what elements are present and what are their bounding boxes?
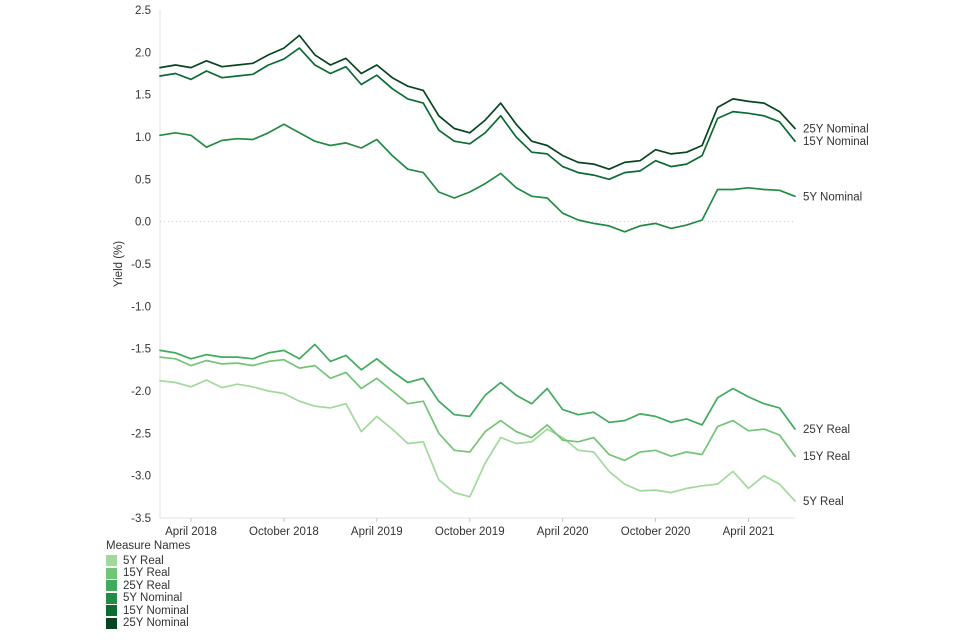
x-tick-label: October 2018 <box>249 526 319 538</box>
series-line-5y-nominal[interactable] <box>159 123 796 233</box>
legend-swatch-icon <box>106 617 117 629</box>
legend-item-label: 25Y Nominal <box>123 617 189 629</box>
series-line-25y-nominal[interactable] <box>159 34 796 171</box>
x-tick-label: April 2019 <box>351 526 403 538</box>
legend-item-label: 5Y Real <box>123 554 164 567</box>
line-end-label-15y-nominal: 15Y Nominal <box>803 136 869 148</box>
line-end-label-5y-real: 5Y Real <box>803 496 844 508</box>
y-tick-label: -3.0 <box>131 471 151 483</box>
legend-swatch-icon <box>106 555 117 566</box>
series-line-15y-real[interactable] <box>159 356 796 462</box>
measure-legend: Measure Names 5Y Real 15Y Real 25Y Real 5Y … <box>106 540 190 630</box>
y-tick-label: 1.0 <box>135 132 151 144</box>
x-tick-label: October 2020 <box>621 526 691 538</box>
legend-title: Measure Names <box>106 540 191 552</box>
x-tick-label: April 2020 <box>537 526 589 538</box>
legend-swatch-icon <box>106 592 117 604</box>
legend-item-25y-real[interactable]: 25Y Real <box>106 579 190 592</box>
y-axis-title: Yield (%) <box>113 241 125 287</box>
legend-item-label: 5Y Nominal <box>123 592 183 604</box>
y-tick-label: 1.5 <box>135 90 151 102</box>
line-end-label-5y-nominal: 5Y Nominal <box>803 191 862 203</box>
legend-item-label: 25Y Real <box>123 579 171 592</box>
legend-swatch-icon <box>106 567 117 579</box>
line-end-label-15y-real: 15Y Real <box>803 451 850 463</box>
line-end-label-25y-nominal: 25Y Nominal <box>803 124 869 136</box>
series-line-25y-real[interactable] <box>159 343 796 430</box>
y-tick-label: -2.0 <box>131 386 151 398</box>
x-tick-label: October 2019 <box>435 526 505 538</box>
y-tick-label: -2.5 <box>131 428 151 440</box>
y-tick-label: -3.5 <box>131 513 151 525</box>
y-tick-label: 0.0 <box>135 217 151 229</box>
legend-swatch-icon <box>106 580 117 591</box>
y-tick-label: 0.5 <box>135 174 151 186</box>
legend-items: 5Y Real 15Y Real 25Y Real 5Y Nominal 15Y Nom… <box>106 555 190 629</box>
legend-item-15y-nominal[interactable]: 15Y Nominal <box>106 604 190 617</box>
legend-item-5y-real[interactable]: 5Y Real <box>106 554 190 567</box>
legend-item-label: 15Y Nominal <box>123 604 189 617</box>
y-tick-label: 2.5 <box>135 5 151 17</box>
legend-item-5y-nominal[interactable]: 5Y Nominal <box>106 592 190 604</box>
series-line-5y-real[interactable] <box>159 379 796 502</box>
x-tick-label: April 2021 <box>723 526 775 538</box>
y-tick-label: -0.5 <box>131 259 151 271</box>
legend-item-15y-real[interactable]: 15Y Real <box>106 567 190 579</box>
legend-item-label: 15Y Real <box>123 567 171 579</box>
legend-item-25y-nominal[interactable]: 25Y Nominal <box>106 617 190 629</box>
y-tick-label: 2.0 <box>135 47 151 59</box>
legend-swatch-icon <box>106 605 117 616</box>
series-line-15y-nominal[interactable] <box>159 47 796 181</box>
x-tick-label: April 2018 <box>165 526 217 538</box>
line-end-label-25y-real: 25Y Real <box>803 424 850 436</box>
y-tick-label: -1.0 <box>131 301 151 313</box>
y-tick-label: -1.5 <box>131 344 151 356</box>
